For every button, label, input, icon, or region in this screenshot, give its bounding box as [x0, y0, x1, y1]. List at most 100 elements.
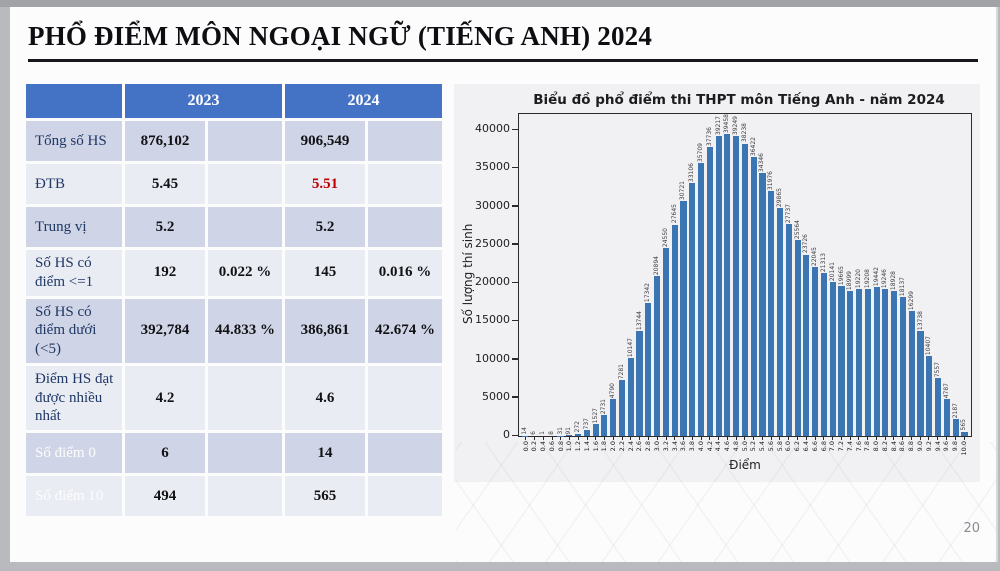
- bar-slot: 1527: [591, 408, 600, 436]
- x-tick: 7.4: [846, 437, 855, 455]
- bar-value-label: 19220: [855, 268, 863, 288]
- y-tick-label: 0: [503, 428, 510, 441]
- percent-2024: [368, 433, 442, 473]
- row-label: Điểm HS đạt được nhiều nhất: [26, 365, 122, 430]
- bar: [689, 182, 696, 436]
- bar-value-label: 1: [538, 431, 546, 435]
- y-tick-label: 15000: [475, 313, 510, 327]
- bar-value-label: 4790: [609, 383, 617, 399]
- x-tick: 0.6: [548, 437, 557, 455]
- x-tick-label: 3.4: [670, 441, 679, 452]
- bar: [856, 289, 863, 436]
- bar-value-label: 21313: [819, 252, 827, 272]
- value-2023: 876,102: [125, 121, 205, 161]
- bar-value-label: 6: [530, 431, 538, 435]
- y-tick-mark: [512, 166, 518, 169]
- bar: [952, 419, 959, 436]
- bar: [715, 136, 722, 436]
- bar: [654, 276, 661, 436]
- x-tick-label: 5.2: [749, 441, 758, 452]
- bar-slot: 29865: [776, 188, 785, 436]
- x-tick-label: 8.6: [898, 441, 907, 452]
- y-tick-label: 5000: [482, 389, 510, 403]
- x-tick-label: 4.4: [714, 441, 723, 452]
- y-tick-label: 20000: [475, 275, 510, 289]
- bar-slot: 4790: [609, 383, 618, 436]
- x-tick: 1.0: [565, 437, 574, 455]
- x-tick-label: 8.8: [907, 441, 916, 452]
- row-label: Tổng số HS: [26, 121, 122, 161]
- x-tick: 4.2: [705, 437, 714, 455]
- x-tick: 8.8: [907, 437, 916, 455]
- bar: [601, 415, 608, 436]
- bar-value-label: 4787: [942, 383, 950, 399]
- x-tick: 8.0: [872, 437, 881, 455]
- x-tick-label: 2.8: [644, 441, 653, 452]
- bar-slot: 19208: [863, 269, 872, 436]
- bar-slot: 7281: [618, 364, 627, 436]
- bar-slot: 565: [960, 419, 969, 436]
- x-tick: 3.2: [662, 437, 671, 455]
- bar-slot: 39217: [714, 116, 723, 436]
- table-header-2024: 2024: [285, 84, 442, 118]
- x-tick: 3.0: [653, 437, 662, 455]
- bar-value-label: 30721: [679, 180, 687, 201]
- table-header-2023: 2023: [125, 84, 282, 118]
- bar-value-label: 1527: [591, 408, 599, 424]
- bar-slot: 737: [582, 418, 591, 436]
- bar: [882, 288, 889, 436]
- bar-value-label: 33106: [688, 162, 696, 182]
- y-tick-mark: [512, 319, 518, 322]
- x-tick-label: 5.6: [766, 441, 775, 452]
- bar-slot: 2187: [951, 403, 960, 436]
- row-label: ĐTB: [26, 164, 122, 204]
- x-tick: 2.8: [644, 437, 653, 455]
- table-header-blank: [26, 84, 122, 118]
- bar-value-label: 34346: [758, 153, 766, 173]
- bar-value-label: 39217: [714, 115, 722, 136]
- percent-2024: [368, 476, 442, 516]
- x-tick-label: 7.8: [863, 441, 872, 452]
- value-2024: 906,549: [285, 121, 365, 161]
- x-tick: 3.6: [679, 437, 688, 455]
- x-tick-label: 7.6: [854, 441, 863, 452]
- bar-slot: 19246: [881, 269, 890, 436]
- value-2024: 5.51: [285, 164, 365, 204]
- page-title: PHỔ ĐIỂM MÔN NGOẠI NGỮ (TIẾNG ANH) 2024: [28, 21, 653, 51]
- bar: [803, 254, 810, 436]
- bar: [618, 380, 626, 436]
- value-2023: 5.2: [125, 207, 205, 247]
- x-tick-label: 9.4: [933, 441, 942, 452]
- y-tick-label: 40000: [475, 122, 510, 136]
- bar-slot: 2731: [600, 399, 609, 436]
- value-2023: 6: [125, 433, 205, 473]
- bar-slot: 91: [565, 427, 574, 436]
- x-tick-label: 4.0: [696, 441, 705, 452]
- bar-value-label: 27645: [670, 204, 678, 224]
- y-tick-mark: [512, 128, 518, 131]
- bar-value-label: 13744: [635, 310, 643, 330]
- x-tick: 0.2: [530, 437, 539, 455]
- x-tick-label: 5.0: [740, 441, 749, 452]
- bar-value-label: 565: [960, 419, 968, 431]
- bar-value-label: 272: [574, 421, 582, 433]
- plot-area: 14 6 1 8 31 91 272 737 1527 2731 4790 7281 10147 1374…: [512, 113, 972, 437]
- percent-2023: [208, 121, 282, 161]
- x-tick: 4.0: [697, 437, 706, 455]
- bar-slot: 30721: [679, 181, 688, 436]
- bar-value-label: 27737: [784, 203, 792, 223]
- x-tick-label: 1.6: [591, 441, 600, 452]
- bar-value-label: 23726: [802, 234, 810, 254]
- value-2023: 192: [125, 250, 205, 296]
- bar-value-label: 14: [521, 427, 529, 435]
- bar-value-label: 91: [565, 426, 573, 435]
- bar-slot: 13744: [635, 311, 644, 436]
- row-label: Số điểm 0: [26, 433, 122, 473]
- bar-slot: 36422: [749, 137, 758, 436]
- x-tick-label: 3.6: [679, 441, 688, 452]
- bar-slot: 7557: [934, 362, 943, 436]
- percent-2024: [368, 164, 442, 204]
- value-2024: 5.2: [285, 207, 365, 247]
- x-tick-label: 1.8: [600, 441, 609, 452]
- bar: [891, 291, 898, 436]
